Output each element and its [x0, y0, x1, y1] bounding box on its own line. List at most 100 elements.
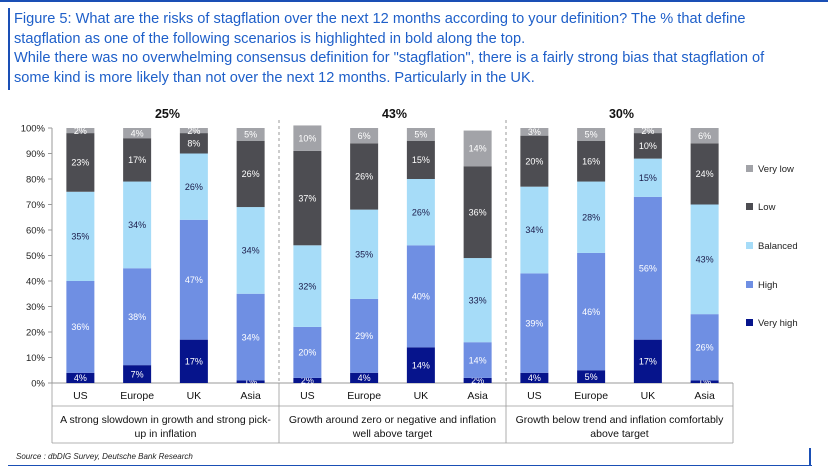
bar-segment [577, 181, 606, 253]
data-label: 6% [698, 131, 711, 141]
bar-segment [463, 377, 492, 383]
bar-segment [406, 179, 435, 246]
data-label: 47% [185, 275, 203, 285]
bar-segment [236, 380, 265, 383]
y-tick-label: 70% [26, 200, 46, 211]
data-label: 10% [639, 141, 657, 151]
bar-segment [520, 273, 549, 373]
bar-segment [123, 181, 152, 269]
data-label: 34% [128, 220, 146, 230]
bar-segment [690, 143, 719, 205]
bar-segment [236, 207, 265, 294]
data-label: 14% [469, 355, 487, 365]
bar-segment [690, 128, 719, 144]
y-tick-label: 0% [31, 379, 45, 390]
bar-segment [520, 135, 549, 187]
figure-caption: Figure 5: What are the risks of stagflat… [14, 10, 814, 88]
y-tick-label: 80% [26, 175, 46, 186]
group-headline: 43% [382, 107, 407, 121]
y-tick-label: 20% [26, 328, 46, 339]
bar-segment [463, 130, 492, 167]
bar-segment [633, 158, 662, 197]
x-tick-label: Asia [694, 390, 715, 402]
data-label: 17% [185, 357, 203, 367]
x-tick-label: Europe [120, 390, 154, 402]
bar-segment [577, 252, 606, 371]
bar-segment [350, 143, 379, 210]
data-label: 23% [71, 158, 89, 168]
group-label: up in inflation [135, 428, 197, 440]
data-label: 15% [639, 173, 657, 183]
data-label: 26% [355, 172, 373, 182]
data-label: 2% [187, 126, 200, 136]
data-label: 16% [582, 156, 600, 166]
header-accent-bar [8, 8, 10, 90]
legend-label: Low [758, 202, 776, 213]
bar-segment [179, 219, 208, 340]
bar-segment [463, 342, 492, 378]
bar-segment [123, 128, 152, 139]
data-label: 20% [298, 348, 316, 358]
x-tick-label: Asia [240, 390, 261, 402]
bar-segment [66, 191, 95, 281]
bar-segment [293, 245, 322, 327]
data-label: 2% [301, 376, 314, 386]
stacked-bar-chart: 0% 10% 20% 30% 40% 50% 60% 70% 80% 90% 100% 25% A st… [21, 107, 798, 444]
x-tick-label: US [300, 390, 315, 402]
bar-segment [690, 380, 719, 383]
bar-segment [633, 196, 662, 340]
data-label: 2% [74, 126, 87, 136]
data-label: 33% [469, 295, 487, 305]
data-label: 40% [412, 292, 430, 302]
bar-segment [293, 150, 322, 246]
data-label: 4% [131, 128, 144, 138]
bottom-rule [8, 465, 812, 466]
x-tick-label: US [73, 390, 88, 402]
x-tick-label: Asia [467, 390, 488, 402]
group-headline: 30% [609, 107, 634, 121]
corner-rule [809, 448, 811, 466]
data-label: 26% [696, 343, 714, 353]
legend-swatch [746, 203, 753, 210]
bar-segment [66, 372, 95, 383]
data-label: 46% [582, 307, 600, 317]
data-label: 17% [128, 155, 146, 165]
legend-label: Very low [758, 164, 794, 175]
data-label: 36% [469, 207, 487, 217]
y-tick-label: 40% [26, 277, 46, 288]
caption-line-2: stagflation as one of the following scen… [14, 30, 526, 47]
data-label: 15% [412, 155, 430, 165]
bar-segment [577, 140, 606, 182]
bar-segment [633, 133, 662, 159]
x-tick-label: US [527, 390, 542, 402]
data-label: 39% [525, 318, 543, 328]
caption-line-1: Figure 5: What are the risks of stagflat… [14, 11, 746, 27]
source-note: Source : dbDIG Survey, Deutsche Bank Res… [16, 452, 193, 461]
x-tick-label: Europe [574, 390, 608, 402]
bar-segment [690, 314, 719, 381]
x-tick-label: Europe [347, 390, 381, 402]
bar-segment [179, 153, 208, 220]
bar-segment [123, 268, 152, 366]
data-label: 34% [525, 225, 543, 235]
bar-segment [406, 347, 435, 383]
data-label: 3% [528, 127, 541, 137]
data-label: 34% [242, 246, 260, 256]
caption-line-3: While there was no overwhelming consensu… [14, 50, 765, 66]
data-label: 10% [298, 133, 316, 143]
data-label: 28% [582, 212, 600, 222]
y-tick-label: 50% [26, 251, 46, 262]
bar-segment [406, 140, 435, 179]
legend-label: High [758, 280, 778, 291]
data-label: 35% [71, 232, 89, 242]
data-label: 14% [469, 144, 487, 154]
data-label: 5% [585, 372, 598, 382]
data-label: 2% [641, 126, 654, 136]
data-label: 24% [696, 169, 714, 179]
group-label: well above target [352, 428, 432, 440]
data-label: 26% [185, 182, 203, 192]
bar-segment [123, 365, 152, 383]
bar-segment [406, 245, 435, 348]
legend-swatch [746, 281, 753, 288]
bar-segment [520, 186, 549, 274]
